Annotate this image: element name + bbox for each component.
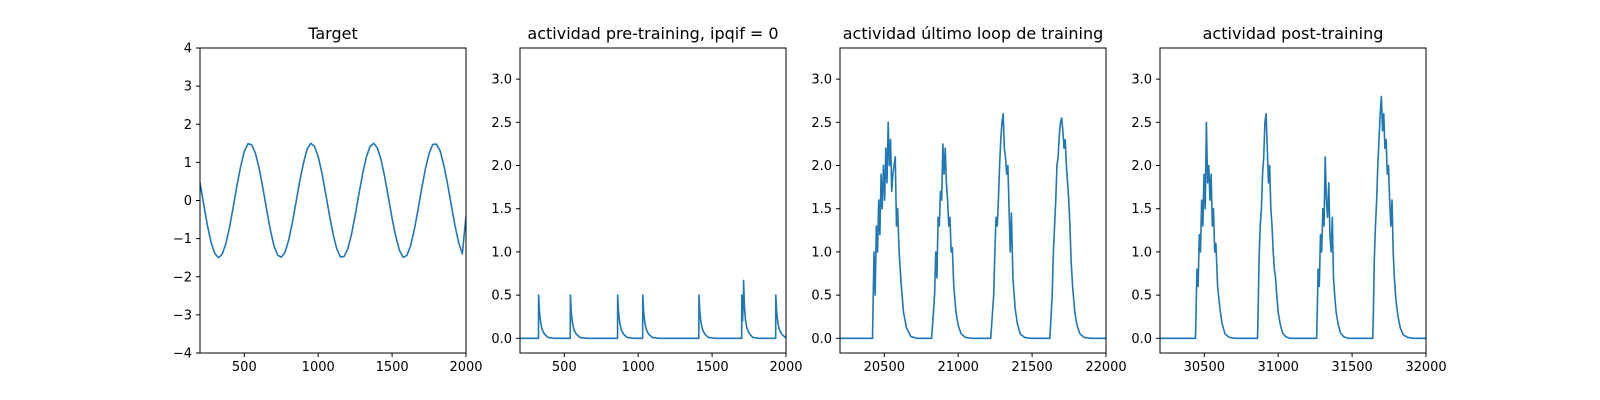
x-tick-label: 1000 bbox=[622, 360, 655, 375]
x-tick-label: 500 bbox=[552, 360, 577, 375]
panel-title: actividad pre-training, ipqif = 0 bbox=[527, 24, 778, 43]
x-tick-label: 31000 bbox=[1258, 360, 1299, 375]
y-tick-label: 1.0 bbox=[491, 245, 512, 260]
y-tick-label: 4 bbox=[184, 42, 192, 57]
panel-last-training-loop: actividad último loop de training 20500 21… bbox=[811, 24, 1126, 375]
y-tick-label: 1.0 bbox=[1131, 245, 1152, 260]
series-line bbox=[1160, 95, 1426, 340]
axes-frame bbox=[519, 47, 787, 354]
y-tick-label: 1.0 bbox=[811, 245, 832, 260]
series-line bbox=[200, 142, 466, 259]
y-tick-label: −1 bbox=[173, 232, 192, 247]
x-tick-label: 21000 bbox=[938, 360, 979, 375]
panel-title: actividad post-training bbox=[1203, 24, 1384, 43]
y-tick-label: 2.0 bbox=[1131, 159, 1152, 174]
panel-pre-training: actividad pre-training, ipqif = 0 500 1000… bbox=[491, 24, 802, 375]
x-tick-label: 2000 bbox=[769, 360, 802, 375]
x-tick-label: 31500 bbox=[1331, 360, 1372, 375]
x-tick-label: 30500 bbox=[1184, 360, 1225, 375]
x-tick-label: 1000 bbox=[302, 360, 335, 375]
y-tick-label: 1.5 bbox=[1131, 202, 1152, 217]
y-tick-label: 2.5 bbox=[1131, 116, 1152, 131]
y-tick-label: 0 bbox=[184, 194, 192, 209]
y-tick-label: −4 bbox=[173, 347, 192, 362]
x-tick-label: 1500 bbox=[696, 360, 729, 375]
series-line bbox=[520, 279, 786, 340]
x-tick-label: 22000 bbox=[1085, 360, 1126, 375]
y-tick-label: 0.5 bbox=[1131, 289, 1152, 304]
y-tick-label: 0.0 bbox=[491, 332, 512, 347]
y-tick-label: 2.0 bbox=[491, 159, 512, 174]
x-tick-label: 2000 bbox=[449, 360, 482, 375]
axes-frame bbox=[839, 47, 1107, 354]
y-tick-label: 3.0 bbox=[491, 73, 512, 88]
series-line bbox=[840, 112, 1106, 340]
y-tick-label: 2 bbox=[184, 118, 192, 133]
panel-post-training: actividad post-training 30500 31000 31500 32… bbox=[1131, 24, 1446, 375]
y-tick-label: 2.5 bbox=[811, 116, 832, 131]
x-tick-label: 20500 bbox=[864, 360, 905, 375]
y-tick-label: 3.0 bbox=[811, 73, 832, 88]
panel-target: Target 500 1000 1500 2000 −4 −3 −2 −1 0 1 2 3 4 bbox=[173, 24, 483, 375]
panel-title: actividad último loop de training bbox=[843, 24, 1104, 43]
y-tick-label: 0.5 bbox=[811, 289, 832, 304]
x-tick-label: 1500 bbox=[376, 360, 409, 375]
y-tick-label: −2 bbox=[173, 270, 192, 285]
axes-frame bbox=[1159, 47, 1427, 354]
y-tick-label: 3 bbox=[184, 80, 192, 95]
y-tick-label: 1 bbox=[184, 156, 192, 171]
panel-title: Target bbox=[307, 24, 358, 43]
y-tick-label: 1.5 bbox=[491, 202, 512, 217]
x-tick-label: 21500 bbox=[1011, 360, 1052, 375]
y-tick-label: 0.0 bbox=[811, 332, 832, 347]
y-tick-label: −3 bbox=[173, 308, 192, 323]
y-tick-label: 2.5 bbox=[491, 116, 512, 131]
y-tick-label: 3.0 bbox=[1131, 73, 1152, 88]
y-tick-label: 1.5 bbox=[811, 202, 832, 217]
y-tick-label: 2.0 bbox=[811, 159, 832, 174]
x-tick-label: 32000 bbox=[1405, 360, 1446, 375]
y-tick-label: 0.5 bbox=[491, 289, 512, 304]
x-tick-label: 500 bbox=[232, 360, 257, 375]
y-tick-label: 0.0 bbox=[1131, 332, 1152, 347]
